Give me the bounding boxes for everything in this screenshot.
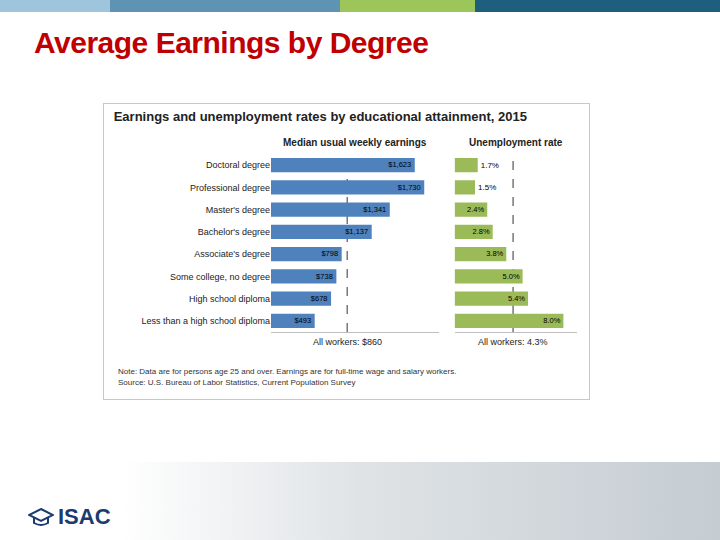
- svg-text:2.4%: 2.4%: [467, 205, 484, 214]
- svg-text:$1,730: $1,730: [398, 183, 421, 192]
- svg-text:Doctoral degree: Doctoral degree: [206, 160, 270, 170]
- html-text:Source: U.S. Bureau of Labor S: Source: U.S. Bureau of Labor Statistics,…: [118, 378, 356, 387]
- svg-text:5.0%: 5.0%: [502, 272, 519, 281]
- svg-text:Professional degree: Professional degree: [190, 183, 270, 193]
- svg-text:All workers: $860: All workers: $860: [313, 337, 382, 347]
- svg-text:8.0%: 8.0%: [543, 316, 560, 325]
- svg-text:High school diploma: High school diploma: [189, 294, 270, 304]
- svg-text:$1,341: $1,341: [363, 205, 386, 214]
- svg-text:$798: $798: [321, 249, 338, 258]
- svg-text:Associate's degree: Associate's degree: [194, 249, 270, 259]
- svg-text:2.8%: 2.8%: [473, 227, 490, 236]
- svg-text:3.8%: 3.8%: [486, 249, 503, 258]
- svg-text:$678: $678: [311, 294, 328, 303]
- svg-text:Less than a high school diplom: Less than a high school diploma: [141, 316, 270, 326]
- svg-text:$1,623: $1,623: [388, 160, 411, 169]
- svg-text:Earnings and unemployment rate: Earnings and unemployment rates by educa…: [114, 109, 527, 124]
- svg-text:$493: $493: [294, 316, 311, 325]
- svg-text:$738: $738: [316, 272, 333, 281]
- svg-text:Some college, no degree: Some college, no degree: [170, 272, 270, 282]
- svg-text:Median usual weekly earnings: Median usual weekly earnings: [283, 137, 427, 148]
- html-text:Average Earnings by Degree: Average Earnings by Degree: [34, 26, 429, 59]
- html-text:Note: Data are for persons age: Note: Data are for persons age 25 and ov…: [118, 367, 457, 376]
- svg-text:1.7%: 1.7%: [481, 161, 499, 170]
- svg-text:Bachelor's degree: Bachelor's degree: [198, 227, 270, 237]
- svg-text:All workers: 4.3%: All workers: 4.3%: [478, 337, 548, 347]
- svg-text:Master's degree: Master's degree: [206, 205, 270, 215]
- svg-text:Unemployment rate: Unemployment rate: [469, 137, 563, 148]
- svg-text:1.5%: 1.5%: [478, 183, 496, 192]
- svg-text:5.4%: 5.4%: [508, 294, 525, 303]
- svg-text:$1,137: $1,137: [345, 227, 368, 236]
- html-text:ISAC: ISAC: [58, 504, 111, 529]
